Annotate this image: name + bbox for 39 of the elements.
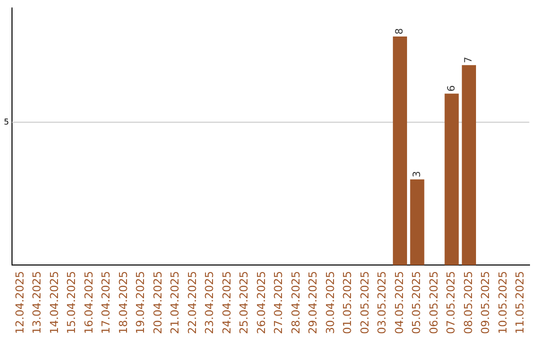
bar	[444, 94, 459, 266]
x-tick-label: 07.05.2025	[444, 271, 458, 334]
x-tick-label: 21.04.2025	[168, 271, 182, 334]
x-tick-label: 17.04.2025	[100, 271, 113, 334]
x-tick-label: 06.05.2025	[427, 271, 440, 334]
x-tick-label: 09.05.2025	[479, 271, 492, 334]
x-tick-label: 26.04.2025	[254, 271, 268, 334]
data-label: 6	[446, 85, 458, 92]
x-tick-label: 22.04.2025	[186, 271, 199, 334]
x-tick-label: 24.04.2025	[220, 271, 234, 334]
x-tick-label: 03.05.2025	[376, 271, 389, 334]
bar	[392, 36, 408, 266]
ref-line-label: 5	[4, 117, 9, 126]
x-tick-label: 10.05.2025	[496, 271, 510, 334]
x-tick-label: 29.04.2025	[306, 271, 320, 334]
x-tick-label: 01.05.2025	[341, 271, 354, 334]
x-tick-label: 13.04.2025	[30, 271, 44, 334]
data-label: 7	[464, 56, 475, 64]
x-tick-label: 11.05.2025	[514, 271, 527, 334]
x-tick-label: 15.04.2025	[65, 271, 78, 334]
x-tick-label: 12.04.2025	[13, 271, 26, 334]
x-tick-label: 30.04.2025	[324, 271, 337, 334]
data-label: 8	[394, 28, 406, 35]
x-tick-label: 18.04.2025	[116, 271, 130, 334]
x-tick-label: 27.04.2025	[272, 271, 286, 334]
x-tick-label: 02.05.2025	[358, 271, 372, 334]
x-tick-label: 23.04.2025	[203, 271, 216, 334]
x-tick-label: 04.05.2025	[392, 271, 406, 334]
x-tick-label: 28.04.2025	[289, 271, 302, 334]
x-tick-label: 14.04.2025	[48, 271, 61, 334]
x-tick-label: 16.04.2025	[82, 271, 96, 334]
data-label: 3	[412, 170, 423, 178]
x-tick-label: 05.05.2025	[410, 271, 424, 334]
x-tick-label: 20.04.2025	[151, 271, 164, 334]
x-tick-label: 25.04.2025	[238, 271, 251, 334]
x-tick-label: 08.05.2025	[462, 271, 475, 334]
bar	[462, 65, 476, 266]
bar	[410, 179, 424, 266]
x-tick-label: 19.04.2025	[134, 271, 148, 334]
